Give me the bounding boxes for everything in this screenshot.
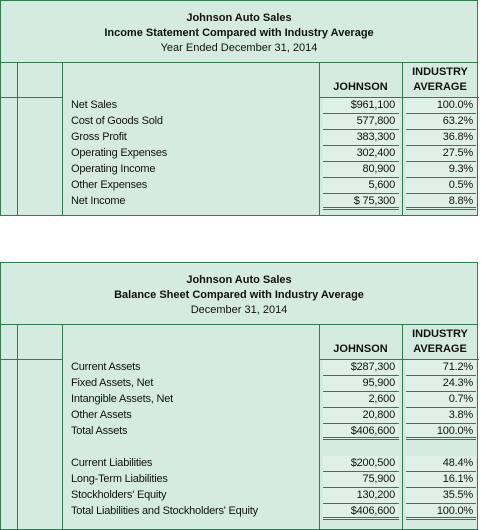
- johnson-value: 20,800: [323, 408, 399, 424]
- industry-value: 63.2%: [406, 114, 476, 130]
- rule: [17, 62, 18, 215]
- industry-value: 36.8%: [406, 130, 476, 146]
- industry-value: 16.1%: [406, 472, 476, 488]
- row-label: Operating Expenses: [71, 147, 168, 159]
- row-label: Operating Income: [71, 163, 156, 175]
- balance-panel: Johnson Auto Sales Balance Sheet Compare…: [0, 262, 479, 530]
- johnson-value: 75,900: [323, 472, 399, 488]
- rule: [1, 324, 477, 325]
- industry-value: 24.3%: [406, 376, 476, 392]
- subtitle: Income Statement Compared with Industry …: [104, 27, 374, 39]
- row-label: Intangible Assets, Net: [71, 393, 173, 405]
- row-label: Other Assets: [71, 409, 132, 421]
- row-label: Stockholders' Equity: [71, 489, 167, 501]
- rule: [62, 62, 63, 215]
- johnson-value: 5,600: [323, 178, 399, 194]
- period: December 31, 2014: [190, 304, 288, 316]
- johnson-value: 2,600: [323, 392, 399, 408]
- title: Johnson Auto Sales: [186, 274, 292, 286]
- johnson-value: 302,400: [323, 146, 399, 162]
- industry-value: 48.4%: [406, 456, 476, 472]
- income-panel: Johnson Auto Sales Income Statement Comp…: [0, 0, 479, 216]
- subtitle: Balance Sheet Compared with Industry Ave…: [114, 289, 364, 301]
- row-label: Net Sales: [71, 99, 117, 111]
- column-header: JOHNSON: [333, 343, 388, 355]
- johnson-value: $406,600: [323, 424, 399, 440]
- row-label: Total Assets: [71, 425, 128, 437]
- johnson-value: $ 75,300: [323, 194, 399, 210]
- johnson-value: 577,800: [323, 114, 399, 130]
- industry-value: 3.8%: [406, 408, 476, 424]
- row-label: Current Assets: [71, 361, 141, 373]
- row-label: Fixed Assets, Net: [71, 377, 154, 389]
- johnson-value: $406,600: [323, 504, 399, 520]
- johnson-value: $961,100: [323, 98, 399, 114]
- rule: [402, 62, 403, 215]
- column-header: INDUSTRY: [412, 66, 468, 78]
- row-label: Total Liabilities and Stockholders' Equi…: [71, 505, 258, 517]
- row-label: Other Expenses: [71, 179, 148, 191]
- industry-value: 71.2%: [406, 360, 476, 376]
- johnson-value: 80,900: [323, 162, 399, 178]
- rule: [62, 324, 63, 529]
- column-header: AVERAGE: [413, 343, 467, 355]
- industry-value: 27.5%: [406, 146, 476, 162]
- johnson-value: $287,300: [323, 360, 399, 376]
- johnson-value: 130,200: [323, 488, 399, 504]
- johnson-value: 383,300: [323, 130, 399, 146]
- row-label: Long-Term Liabilities: [71, 473, 168, 485]
- industry-value: 0.5%: [406, 178, 476, 194]
- industry-value: 100.0%: [406, 98, 476, 114]
- industry-value: 0.7%: [406, 392, 476, 408]
- rule: [1, 62, 477, 63]
- column-header: INDUSTRY: [412, 328, 468, 340]
- row-label: Cost of Goods Sold: [71, 115, 163, 127]
- rule: [402, 324, 403, 529]
- title: Johnson Auto Sales: [186, 12, 292, 24]
- johnson-value: 95,900: [323, 376, 399, 392]
- industry-value: 9.3%: [406, 162, 476, 178]
- row-label: Current Liabilities: [71, 457, 153, 469]
- rule: [319, 359, 479, 360]
- rule: [17, 324, 18, 529]
- industry-value: 100.0%: [406, 424, 476, 440]
- johnson-value: $200,500: [323, 456, 399, 472]
- column-header: JOHNSON: [333, 81, 388, 93]
- column-header: AVERAGE: [413, 81, 467, 93]
- rule: [1, 97, 63, 98]
- rule: [319, 97, 479, 98]
- row-label: Gross Profit: [71, 131, 127, 143]
- row-label: Net Income: [71, 195, 126, 207]
- industry-value: 8.8%: [406, 194, 476, 210]
- industry-value: 35.5%: [406, 488, 476, 504]
- period: Year Ended December 31, 2014: [160, 42, 318, 54]
- rule: [1, 359, 63, 360]
- rule: [319, 62, 320, 215]
- rule: [319, 324, 320, 529]
- industry-value: 100.0%: [406, 504, 476, 520]
